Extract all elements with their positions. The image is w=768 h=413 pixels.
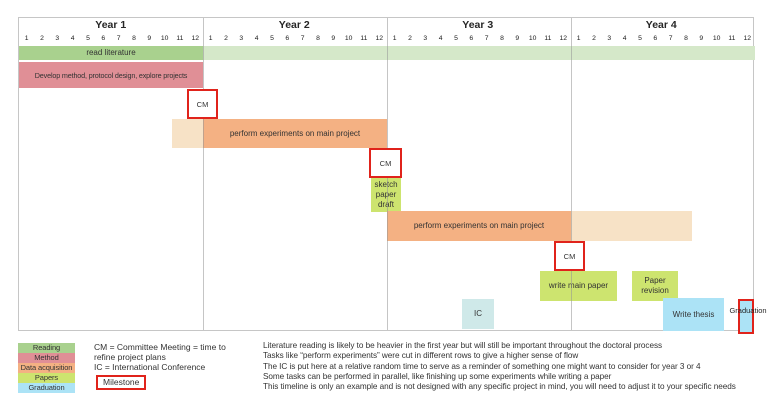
task-bar-read-literature-continuation (203, 46, 755, 60)
month-label: 12 (375, 35, 384, 42)
month-label: 8 (316, 35, 320, 42)
month-label: 3 (423, 35, 428, 42)
note-line: Literature reading is likely to be heavi… (263, 341, 663, 350)
month-label: 10 (160, 35, 169, 42)
year-separator-line (203, 18, 204, 330)
month-axis-year1: 1 2 3 4 5 6 7 8 9 10 11 12 (19, 33, 203, 45)
milestone-key-box: Milestone (96, 375, 147, 390)
note-line: Tasks like “perform experiments” were cu… (263, 351, 579, 361)
month-label: 6 (285, 35, 290, 42)
task-bar-experiments1: perform experiments on main project (203, 119, 387, 148)
task-bar-sketch-paper-draft: sketch paper draft (371, 178, 401, 212)
month-label: 8 (684, 35, 688, 42)
month-axis-year4: 1 2 3 4 5 6 7 8 9 10 11 12 (571, 33, 755, 45)
month-label: 6 (653, 35, 658, 42)
note-line: Some tasks can be performed in parallel,… (263, 371, 612, 381)
month-label: 4 (254, 35, 259, 42)
month-label: 9 (331, 35, 336, 42)
milestone-cm-year2: CM (369, 148, 402, 178)
month-label: 9 (699, 35, 704, 42)
month-label: 9 (515, 35, 520, 42)
month-label: 6 (101, 35, 106, 42)
milestone-graduation-box (738, 299, 754, 334)
task-bar-develop-method: Develop method, protocol design, explore… (19, 62, 203, 88)
month-label: 5 (270, 35, 274, 42)
month-label: 7 (300, 35, 305, 42)
year-header-2: Year 2 (278, 19, 310, 31)
month-label: 11 (728, 35, 736, 42)
task-bar-read-literature: read literature (19, 46, 203, 60)
legend-item-method: Method (18, 353, 75, 363)
abbreviation-key: CM = Committee Meeting = time to refine … (94, 342, 244, 372)
month-label: 11 (544, 35, 552, 42)
month-label: 1 (24, 35, 29, 42)
legend-item-reading: Reading (18, 343, 75, 353)
graduation-label: Graduation (729, 306, 767, 315)
year-header-3: Year 3 (462, 19, 494, 31)
month-label: 11 (176, 35, 184, 42)
milestone-cm-year3: CM (554, 241, 585, 271)
month-label: 11 (360, 35, 368, 42)
month-label: 1 (392, 35, 397, 42)
legend-item-graduation: Graduation (18, 383, 75, 393)
task-bar-write-thesis: Write thesis (663, 298, 724, 331)
month-label: 4 (70, 35, 75, 42)
month-label: 6 (469, 35, 474, 42)
month-label: 9 (147, 35, 152, 42)
month-label: 7 (484, 35, 489, 42)
year-header-row: Year 1 Year 2 Year 3 Year 4 (19, 18, 753, 33)
month-label: 8 (132, 35, 136, 42)
month-label: 5 (638, 35, 642, 42)
year-header-1: Year 1 (95, 19, 127, 31)
month-label: 1 (208, 35, 213, 42)
month-label: 8 (500, 35, 504, 42)
month-label: 12 (559, 35, 568, 42)
abbr-cm: CM = Committee Meeting = time to refine … (94, 342, 226, 362)
task-bar-write-main-paper: write main paper (540, 271, 617, 301)
month-label: 4 (622, 35, 627, 42)
task-bar-experiments1-rampup (172, 119, 203, 148)
task-bar-experiments2: perform experiments on main project (387, 211, 571, 241)
month-label: 2 (408, 35, 412, 42)
notes-block: Literature reading is likely to be heavi… (263, 341, 768, 392)
month-label: 2 (224, 35, 228, 42)
task-bar-international-conference: IC (462, 299, 494, 329)
month-label: 12 (191, 35, 200, 42)
note-line: This timeline is only an example and is … (263, 382, 736, 392)
month-label: 3 (55, 35, 60, 42)
gantt-chart-frame: Year 1 Year 2 Year 3 Year 4 1 2 3 4 5 6 7 8 9 10 1… (18, 17, 767, 334)
month-label: 12 (743, 35, 752, 42)
month-label: 5 (454, 35, 458, 42)
legend-item-papers: Papers (18, 373, 75, 383)
abbr-ic: IC = International Conference (94, 362, 206, 372)
month-label: 4 (438, 35, 443, 42)
year-header-4: Year 4 (645, 19, 677, 31)
legend-item-data-acquisition: Data acquisition (18, 363, 75, 373)
month-label: 2 (40, 35, 44, 42)
month-label: 5 (86, 35, 90, 42)
milestone-cm-year1: CM (187, 89, 218, 119)
note-line: The IC is put here at a relative random … (263, 361, 701, 371)
month-label: 3 (239, 35, 244, 42)
month-label: 10 (712, 35, 721, 42)
month-label: 7 (668, 35, 673, 42)
task-bar-paper-revision: Paper revision (632, 271, 678, 301)
month-label: 10 (528, 35, 537, 42)
month-label: 7 (116, 35, 121, 42)
month-axis-year2: 1 2 3 4 5 6 7 8 9 10 11 12 (203, 33, 387, 45)
month-axis-year3: 1 2 3 4 5 6 7 8 9 10 11 12 (387, 33, 571, 45)
month-label: 10 (344, 35, 353, 42)
month-label: 1 (576, 35, 581, 42)
task-bar-experiments2-winddown (571, 211, 692, 241)
year-separator-line (571, 18, 572, 330)
month-label: 3 (607, 35, 612, 42)
month-label: 2 (592, 35, 596, 42)
legend: Reading Method Data acquisition Papers G… (18, 343, 75, 393)
